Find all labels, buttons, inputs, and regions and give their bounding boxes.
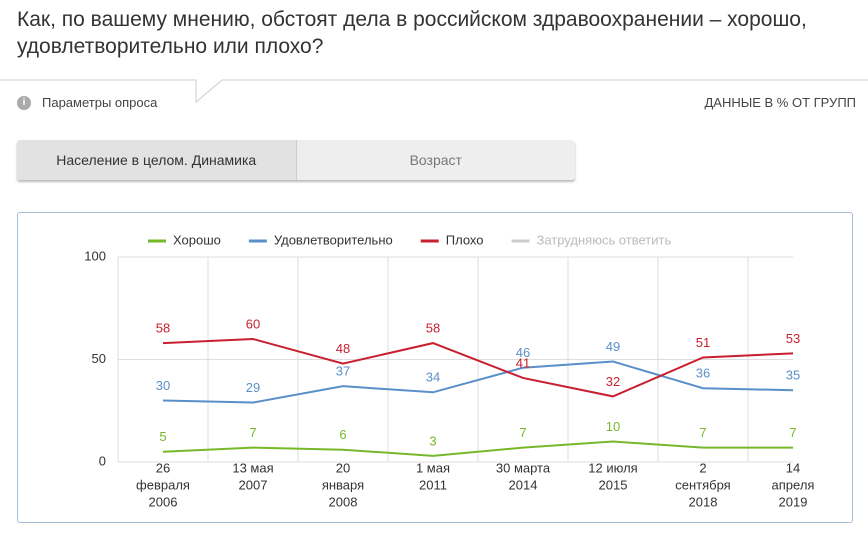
data-label: 41 <box>516 355 530 370</box>
y-tick-label: 100 <box>84 248 106 263</box>
data-label: 37 <box>336 364 350 379</box>
legend-label: Удовлетворительно <box>274 232 393 247</box>
x-tick-label: февраля <box>136 477 190 492</box>
x-tick-label: 20 <box>336 460 350 475</box>
data-label: 6 <box>339 427 346 442</box>
legend-label: Затрудняюсь ответить <box>537 232 672 247</box>
x-tick-label: 13 мая <box>232 460 273 475</box>
data-label: 34 <box>426 370 440 385</box>
x-tick-label: 2006 <box>149 494 178 509</box>
data-label: 7 <box>699 425 706 440</box>
legend-label: Плохо <box>446 232 484 247</box>
data-label: 53 <box>786 331 800 346</box>
data-label: 51 <box>696 335 710 350</box>
x-tick-label: 2014 <box>509 477 538 492</box>
tab[interactable]: Возраст <box>409 152 462 168</box>
x-tick-label: 1 мая <box>416 460 450 475</box>
x-tick-label: 2 <box>699 460 706 475</box>
x-tick-label: 2018 <box>689 494 718 509</box>
info-icon: i <box>17 96 31 110</box>
x-tick-label: 30 марта <box>496 460 551 475</box>
data-label: 58 <box>426 321 440 336</box>
x-tick-label: 2015 <box>599 477 628 492</box>
data-label: 32 <box>606 374 620 389</box>
y-tick-label: 0 <box>99 453 106 468</box>
data-label: 35 <box>786 368 800 383</box>
chart-box <box>17 212 853 523</box>
data-label: 36 <box>696 366 710 381</box>
x-tick-label: января <box>322 477 364 492</box>
data-label: 7 <box>249 425 256 440</box>
divider <box>0 79 868 104</box>
x-tick-label: 2011 <box>419 477 447 492</box>
x-tick-label: 26 <box>156 460 170 475</box>
data-label: 10 <box>606 419 620 434</box>
x-tick-label: сентября <box>675 477 730 492</box>
data-label: 48 <box>336 341 350 356</box>
x-tick-label: 14 <box>786 460 800 475</box>
data-label: 29 <box>246 380 260 395</box>
data-label: 60 <box>246 316 260 331</box>
data-label: 7 <box>789 425 796 440</box>
data-label: 5 <box>159 429 166 444</box>
y-tick-label: 50 <box>92 351 106 366</box>
line <box>162 337 794 398</box>
legend-label: Хорошо <box>173 232 221 247</box>
data-label: 7 <box>519 425 526 440</box>
data-label: 3 <box>429 433 436 448</box>
x-tick-label: 2007 <box>239 477 268 492</box>
x-tick-label: 2019 <box>779 494 808 509</box>
x-tick-label: апреля <box>772 477 815 492</box>
data-label: 49 <box>606 339 620 354</box>
tabs: Население в целом. Динамика Возраст <box>17 140 575 180</box>
x-tick-label: 12 июля <box>588 460 637 475</box>
data-label: 46 <box>516 345 530 360</box>
x-tick-label: 2008 <box>329 494 358 509</box>
line <box>162 440 793 457</box>
line <box>162 360 794 404</box>
data-label: 58 <box>156 321 170 336</box>
params-link[interactable]: Параметры опроса <box>42 95 158 110</box>
data-label: 30 <box>156 378 170 393</box>
title: Как, по вашему мнению, обстоят дела в ро… <box>17 8 807 58</box>
units: ДАННЫЕ В % ОТ ГРУПП <box>704 95 856 110</box>
tab[interactable]: Население в целом. Динамика <box>17 140 297 180</box>
